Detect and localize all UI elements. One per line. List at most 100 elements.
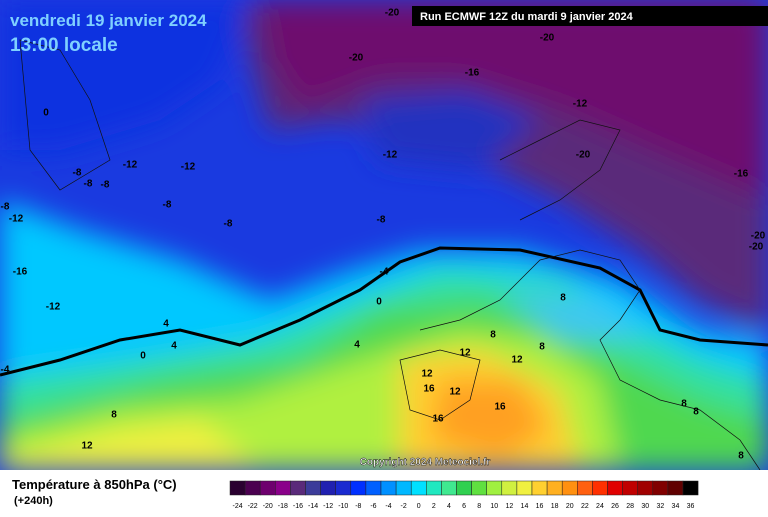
zero-isotherm — [0, 246, 768, 377]
contour-label: -8 — [1, 202, 10, 213]
scale-label: 18 — [551, 503, 559, 510]
scale-swatch — [546, 480, 563, 496]
contour-label: 12 — [81, 441, 93, 452]
scale-label: -18 — [278, 503, 288, 510]
scale-label: 6 — [462, 503, 466, 510]
contour-label: 8 — [681, 399, 687, 410]
contour-label: 8 — [111, 410, 117, 421]
scale-swatch — [622, 480, 638, 496]
contour-label: 16 — [432, 414, 444, 425]
scale-label: 14 — [521, 503, 529, 510]
scale-label: 16 — [536, 503, 544, 510]
contour-label: -20 — [751, 231, 766, 242]
scale-swatch — [561, 480, 578, 496]
scale-swatch — [592, 480, 608, 496]
scale-swatch — [456, 480, 472, 496]
scale-label: -14 — [308, 503, 318, 510]
scale-swatch — [577, 480, 593, 496]
contour-label: -4 — [380, 267, 389, 278]
contour-label: 8 — [560, 293, 566, 304]
scale-label: -6 — [370, 503, 376, 510]
contour-label: -8 — [163, 200, 172, 211]
scale-label: -20 — [263, 503, 273, 510]
scale-swatch — [637, 480, 654, 496]
scale-swatch — [516, 480, 533, 496]
contour-label: -16 — [734, 169, 749, 180]
contour-label: -4 — [1, 365, 10, 376]
contour-label: 16 — [423, 384, 435, 395]
contour-label: -8 — [84, 179, 93, 190]
contour-label: 0 — [43, 108, 49, 119]
scale-swatch — [682, 480, 699, 496]
contour-label: 8 — [539, 342, 545, 353]
scale-swatch — [259, 480, 276, 496]
scale-label: -8 — [355, 503, 361, 510]
scale-label: -12 — [323, 503, 333, 510]
scale-label: 32 — [656, 503, 664, 510]
contour-label: 16 — [494, 402, 506, 413]
contour-label: -20 — [576, 150, 591, 161]
contour-label: -12 — [181, 162, 196, 173]
forecast-time: 13:00 locale — [10, 35, 118, 56]
contour-label: 12 — [459, 348, 471, 359]
contour-label: 12 — [449, 387, 461, 398]
scale-label: 20 — [566, 503, 574, 510]
scale-label: 36 — [687, 503, 695, 510]
scale-swatch — [365, 480, 382, 496]
scale-swatch — [320, 480, 336, 496]
legend-title: Température à 850hPa (°C) — [12, 477, 177, 492]
contour-label: -12 — [46, 302, 61, 313]
contour-label: -8 — [224, 219, 233, 230]
contour-label: -16 — [465, 68, 480, 79]
temperature-field — [0, 0, 768, 470]
scale-label: -2 — [401, 503, 407, 510]
scale-label: 34 — [672, 503, 680, 510]
scale-label: -4 — [385, 503, 391, 510]
scale-label: 30 — [641, 503, 649, 510]
contour-label: 12 — [511, 355, 523, 366]
copyright: Copyright 2024 Meteociel.fr — [360, 457, 491, 468]
scale-label: 10 — [490, 503, 498, 510]
run-banner — [412, 6, 768, 26]
scale-swatch — [667, 480, 684, 496]
contour-label: -20 — [385, 8, 400, 19]
scale-swatch — [410, 480, 427, 496]
contour-label: -8 — [101, 180, 110, 191]
contour-label: -12 — [123, 160, 138, 171]
scale-swatch — [607, 480, 623, 496]
contour-label: 4 — [163, 319, 169, 330]
scale-label: 0 — [417, 503, 421, 510]
scale-label: 4 — [447, 503, 451, 510]
scale-swatch — [426, 480, 442, 496]
contour-label: -8 — [73, 168, 82, 179]
contour-label: 0 — [140, 351, 146, 362]
scale-swatch — [290, 480, 306, 496]
scale-label: 12 — [505, 503, 513, 510]
scale-label: -22 — [248, 503, 258, 510]
scale-label: 2 — [432, 503, 436, 510]
scale-swatch — [275, 480, 291, 496]
coastlines — [19, 39, 761, 471]
lead-time: (+240h) — [14, 495, 53, 507]
run-info: Run ECMWF 12Z du mardi 9 janvier 2024 — [420, 11, 634, 23]
contour-label: 8 — [738, 451, 744, 462]
scale-label: 24 — [596, 503, 604, 510]
contour-label: 12 — [421, 369, 433, 380]
scale-swatch — [441, 480, 457, 496]
contour-label: 8 — [693, 407, 699, 418]
contour-label: 4 — [354, 340, 360, 351]
scale-swatch — [501, 480, 518, 496]
contour-label: 8 — [490, 330, 496, 341]
contour-label: -16 — [13, 267, 28, 278]
scale-swatch — [335, 480, 352, 496]
scale-swatch — [305, 480, 321, 496]
scale-label: 8 — [477, 503, 481, 510]
contour-label: -8 — [377, 215, 386, 226]
scale-swatch — [229, 480, 246, 496]
scale-swatch — [486, 480, 503, 496]
scale-swatch — [652, 480, 669, 496]
contour-label: -12 — [9, 214, 24, 225]
scale-swatch — [531, 480, 548, 496]
scale-label: 28 — [626, 503, 634, 510]
